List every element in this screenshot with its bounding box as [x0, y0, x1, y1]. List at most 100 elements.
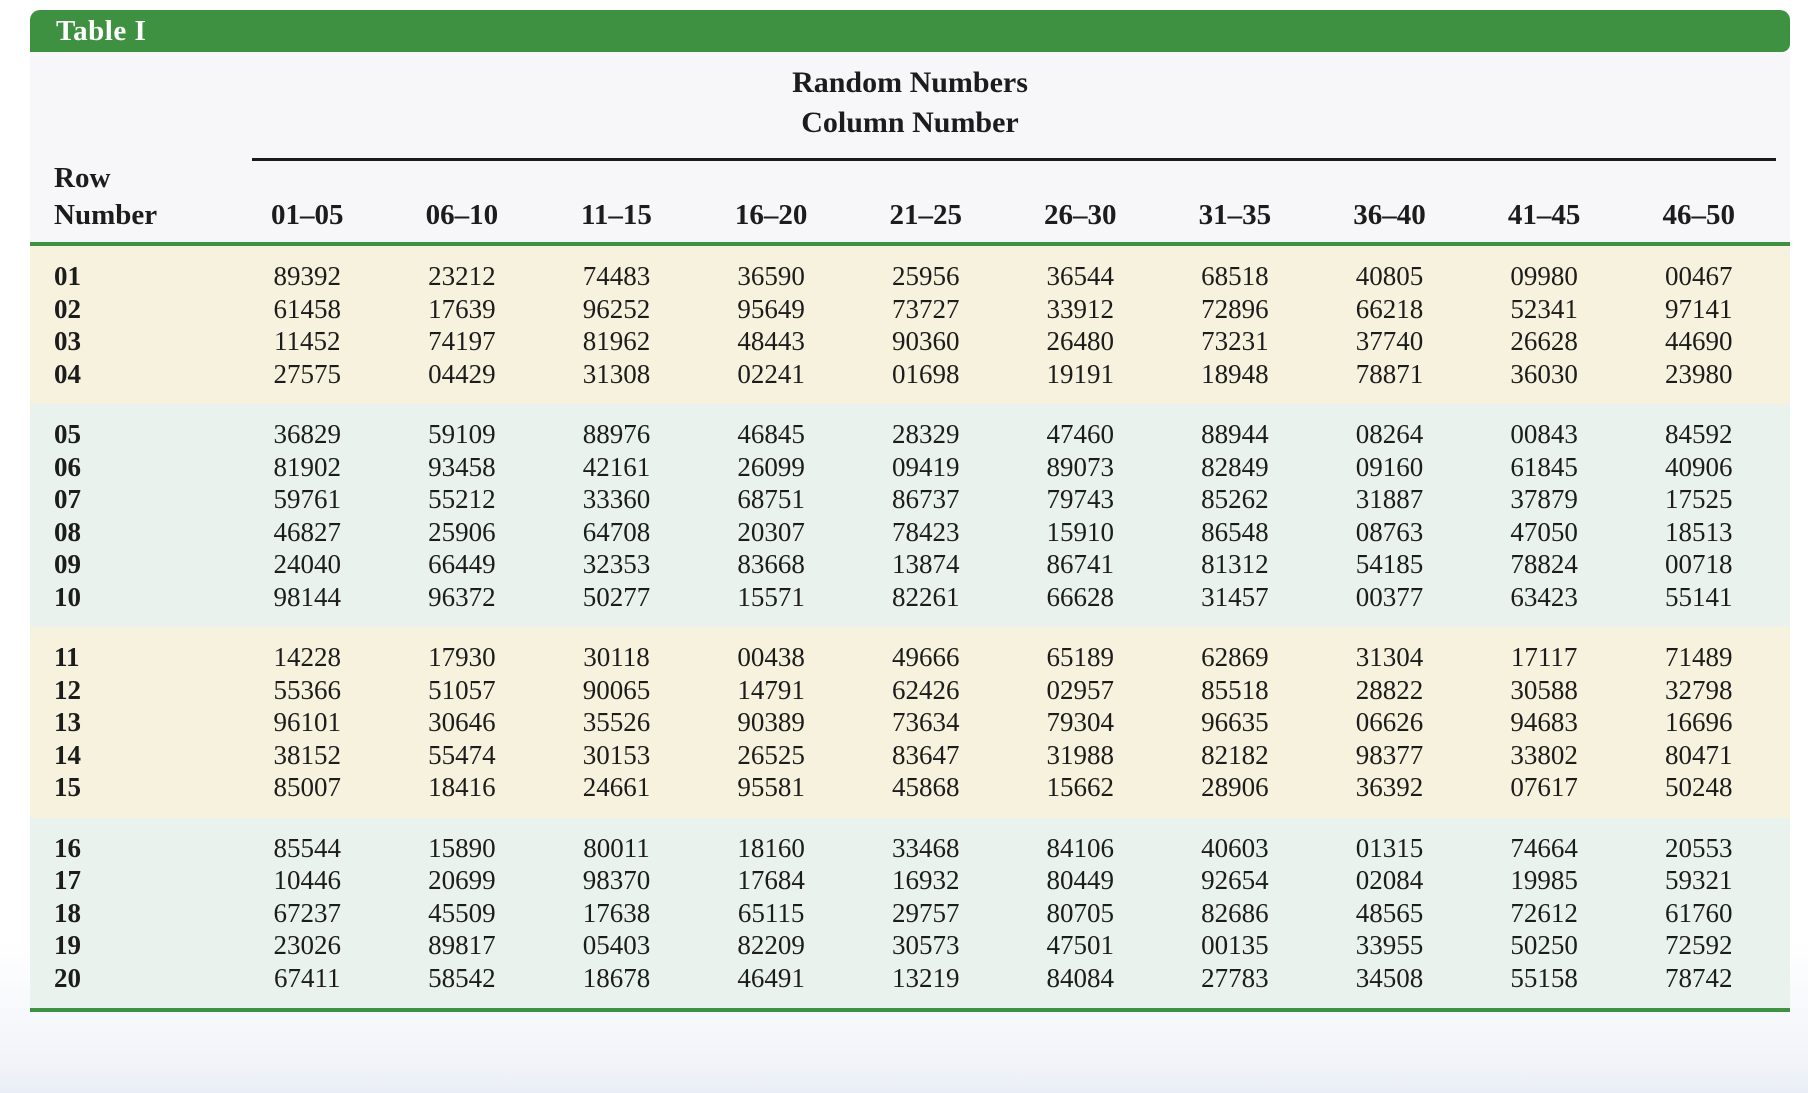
- table-title: Random Numbers: [792, 66, 1028, 99]
- random-number-cell: 55366: [273, 674, 342, 705]
- random-number-cell: 16696: [1664, 707, 1733, 737]
- random-number-cell: 73727: [891, 293, 960, 324]
- random-number-cell: 31887: [1355, 484, 1424, 514]
- row-number: 16: [54, 832, 81, 863]
- random-number-cell: 94683: [1510, 707, 1578, 737]
- row-number: 15: [54, 772, 81, 802]
- random-number-cell: 29757: [891, 897, 960, 928]
- table-row: 05 36829 59109 88976 46845 28329 47460 88944 082…: [30, 418, 1790, 451]
- random-number-cell: 00467: [1664, 261, 1733, 291]
- row-number-header-line1: Row: [54, 162, 111, 194]
- random-number-cell: 78871: [1355, 358, 1424, 389]
- random-number-cell: 80011: [583, 832, 650, 863]
- random-number-cell: 18678: [582, 962, 651, 993]
- random-number-cell: 26099: [737, 451, 805, 482]
- random-number-cell: 19191: [1046, 358, 1115, 389]
- random-number-cell: 27783: [1201, 962, 1269, 993]
- random-number-cell: 50277: [582, 581, 651, 612]
- random-number-cell: 23980: [1664, 358, 1733, 389]
- random-number-cell: 18948: [1201, 358, 1269, 389]
- random-number-cell: 18416: [428, 772, 496, 802]
- random-number-cell: 84084: [1046, 962, 1115, 993]
- random-number-cell: 37740: [1355, 326, 1424, 356]
- random-number-cell: 80449: [1046, 865, 1115, 895]
- random-number-cell: 30573: [891, 930, 960, 960]
- random-number-cell: 34508: [1355, 962, 1424, 993]
- random-number-cell: 25906: [428, 516, 496, 547]
- row-number: 13: [54, 707, 81, 737]
- random-number-cell: 55158: [1510, 962, 1578, 993]
- random-number-cell: 18513: [1664, 516, 1733, 547]
- random-number-cell: 90360: [891, 326, 960, 356]
- random-number-cell: 78824: [1510, 549, 1578, 579]
- random-number-cell: 92654: [1201, 865, 1269, 895]
- random-number-cell: 33360: [582, 484, 651, 514]
- random-number-cell: 48443: [737, 326, 805, 356]
- row-number: 09: [54, 549, 81, 579]
- random-number-cell: 15571: [737, 581, 805, 612]
- random-number-cell: 59761: [273, 484, 342, 514]
- random-number-cell: 33468: [891, 832, 960, 863]
- table-row: 12 55366 51057 90065 14791 62426 02957 85518 288…: [30, 674, 1790, 707]
- random-number-cell: 50248: [1664, 772, 1733, 802]
- random-number-cell: 05403: [582, 930, 651, 960]
- random-number-cell: 82686: [1201, 897, 1269, 928]
- table-row: 19 23026 89817 05403 82209 30573 47501 00135 339…: [30, 929, 1790, 962]
- random-number-cell: 55474: [428, 739, 496, 770]
- random-number-cell: 83647: [891, 739, 960, 770]
- random-number-cell: 82849: [1201, 451, 1269, 482]
- row-group: 11 14228 17930 30118 00438 49666 65189 62869 313…: [30, 627, 1790, 818]
- random-number-cell: 00843: [1510, 419, 1578, 449]
- random-number-cell: 62869: [1201, 642, 1269, 672]
- table-row: 15 85007 18416 24661 95581 45868 15662 28906 363…: [30, 771, 1790, 804]
- column-header: 36–40: [1353, 199, 1426, 231]
- random-number-cell: 33912: [1046, 293, 1115, 324]
- random-number-cell: 47050: [1510, 516, 1578, 547]
- table-row: 14 38152 55474 30153 26525 83647 31988 82182 983…: [30, 739, 1790, 772]
- column-header: 41–45: [1507, 199, 1581, 231]
- row-number: 08: [54, 516, 81, 547]
- random-number-cell: 09980: [1510, 261, 1578, 291]
- random-number-cell: 01315: [1355, 832, 1424, 863]
- random-number-cell: 30153: [582, 739, 651, 770]
- random-number-cell: 73231: [1201, 326, 1269, 356]
- random-number-cell: 85544: [273, 832, 342, 863]
- random-number-cell: 81902: [273, 451, 342, 482]
- random-numbers-table: Table I Random Numbers Column Number Row…: [30, 10, 1790, 1012]
- random-number-cell: 46827: [273, 516, 342, 547]
- row-number: 04: [54, 358, 81, 389]
- random-number-cell: 40603: [1201, 832, 1269, 863]
- random-number-cell: 46845: [737, 419, 805, 449]
- row-number: 18: [54, 897, 81, 928]
- column-span-rule: [252, 158, 1776, 161]
- row-group: 16 85544 15890 80011 18160 33468 84106 40603 013…: [30, 817, 1790, 1008]
- random-number-cell: 13874: [891, 549, 960, 579]
- random-number-cell: 26525: [737, 739, 805, 770]
- random-number-cell: 26480: [1046, 326, 1115, 356]
- table-row: 04 27575 04429 31308 02241 01698 19191 18948 788…: [30, 358, 1790, 391]
- column-header: 21–25: [889, 199, 962, 231]
- random-number-cell: 66449: [428, 549, 496, 579]
- random-number-cell: 95581: [737, 772, 805, 802]
- random-number-cell: 36030: [1510, 358, 1578, 389]
- random-number-cell: 55212: [428, 484, 496, 514]
- random-number-cell: 47460: [1046, 419, 1115, 449]
- random-number-cell: 96635: [1201, 707, 1269, 737]
- random-number-cell: 82209: [737, 930, 805, 960]
- random-number-cell: 85518: [1201, 674, 1269, 705]
- random-number-cell: 08264: [1355, 419, 1424, 449]
- random-number-cell: 28822: [1355, 674, 1424, 705]
- random-number-cell: 86741: [1046, 549, 1115, 579]
- random-number-cell: 40906: [1664, 451, 1733, 482]
- random-number-cell: 96101: [273, 707, 342, 737]
- random-number-cell: 36544: [1046, 261, 1115, 291]
- random-number-cell: 95649: [737, 293, 805, 324]
- random-number-cell: 24040: [273, 549, 342, 579]
- row-number: 02: [54, 293, 81, 324]
- random-number-cell: 20307: [737, 516, 805, 547]
- random-number-cell: 17639: [428, 293, 496, 324]
- random-number-cell: 62426: [891, 674, 960, 705]
- random-number-cell: 36590: [737, 261, 805, 291]
- random-number-cell: 44690: [1664, 326, 1733, 356]
- random-number-cell: 68751: [737, 484, 805, 514]
